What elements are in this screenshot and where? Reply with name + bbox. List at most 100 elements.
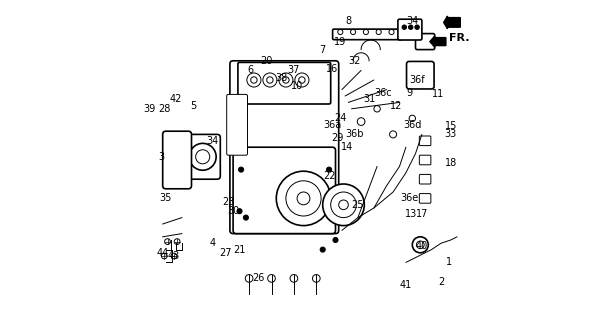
FancyBboxPatch shape (419, 155, 431, 165)
Circle shape (243, 215, 248, 220)
Circle shape (402, 25, 407, 29)
Circle shape (376, 29, 381, 35)
Text: FR.: FR. (449, 33, 470, 44)
Text: 18: 18 (444, 158, 457, 168)
FancyBboxPatch shape (407, 61, 434, 89)
Text: 36b: 36b (345, 129, 364, 140)
Circle shape (339, 200, 348, 210)
Text: 23: 23 (222, 196, 234, 207)
Circle shape (290, 275, 298, 282)
Circle shape (350, 29, 356, 35)
Text: 11: 11 (432, 89, 444, 100)
Text: 1: 1 (446, 257, 452, 268)
Circle shape (268, 275, 276, 282)
Circle shape (279, 73, 293, 87)
Text: 4: 4 (209, 238, 215, 248)
FancyBboxPatch shape (230, 61, 339, 234)
Text: 9: 9 (406, 88, 412, 98)
FancyBboxPatch shape (226, 94, 248, 155)
Text: 36a: 36a (323, 120, 341, 130)
Circle shape (276, 171, 331, 226)
FancyBboxPatch shape (419, 136, 431, 146)
FancyArrow shape (444, 16, 460, 29)
Circle shape (286, 181, 321, 216)
Text: 10: 10 (291, 81, 304, 92)
Circle shape (251, 77, 257, 83)
Circle shape (237, 209, 242, 214)
Text: 27: 27 (219, 248, 231, 258)
Text: 34: 34 (206, 136, 219, 146)
FancyBboxPatch shape (333, 29, 402, 40)
Circle shape (283, 77, 289, 83)
FancyBboxPatch shape (182, 134, 220, 179)
Circle shape (389, 29, 394, 35)
FancyArrow shape (430, 36, 446, 47)
Circle shape (189, 143, 216, 170)
Text: 35: 35 (160, 193, 172, 204)
Text: 38: 38 (275, 73, 287, 84)
Circle shape (299, 77, 305, 83)
Circle shape (331, 192, 356, 218)
Text: 19: 19 (334, 36, 347, 47)
FancyBboxPatch shape (398, 19, 422, 40)
FancyBboxPatch shape (416, 34, 435, 50)
Text: 36e: 36e (400, 193, 418, 204)
Text: 41: 41 (400, 280, 412, 290)
Text: 44: 44 (157, 248, 169, 258)
Circle shape (247, 73, 261, 87)
Circle shape (161, 253, 167, 259)
Circle shape (390, 131, 396, 138)
Circle shape (164, 239, 171, 244)
Circle shape (337, 29, 343, 35)
Circle shape (239, 167, 243, 172)
Text: 26: 26 (253, 273, 265, 284)
Text: 36c: 36c (375, 88, 392, 98)
Text: 13: 13 (405, 209, 417, 220)
Text: 40: 40 (416, 241, 428, 252)
Text: 39: 39 (144, 104, 156, 114)
Circle shape (320, 247, 325, 252)
Circle shape (266, 77, 273, 83)
Text: 17: 17 (416, 209, 428, 220)
Text: 2: 2 (438, 276, 444, 287)
Circle shape (358, 118, 365, 125)
Text: 16: 16 (326, 64, 339, 74)
FancyBboxPatch shape (238, 62, 331, 104)
Text: 36d: 36d (403, 120, 421, 130)
Text: 15: 15 (444, 121, 457, 132)
Text: 29: 29 (331, 132, 344, 143)
FancyBboxPatch shape (233, 147, 336, 234)
Circle shape (245, 275, 253, 282)
Circle shape (323, 184, 364, 226)
Text: 3: 3 (158, 152, 164, 162)
Text: 25: 25 (351, 200, 364, 210)
Text: 6: 6 (248, 65, 254, 76)
Text: 28: 28 (158, 104, 171, 114)
Circle shape (171, 253, 177, 259)
Text: 8: 8 (345, 16, 351, 26)
Text: 32: 32 (348, 56, 361, 66)
FancyBboxPatch shape (163, 131, 191, 189)
Circle shape (327, 167, 331, 172)
Text: 14: 14 (341, 142, 353, 152)
Circle shape (195, 150, 210, 164)
Text: 33: 33 (444, 129, 457, 140)
Circle shape (313, 275, 320, 282)
Text: 36f: 36f (409, 75, 425, 85)
Text: 12: 12 (390, 100, 402, 111)
Text: 31: 31 (363, 94, 375, 104)
Text: 5: 5 (190, 100, 196, 111)
Circle shape (409, 115, 416, 122)
FancyBboxPatch shape (419, 174, 431, 184)
Circle shape (297, 192, 310, 205)
Text: 37: 37 (288, 65, 300, 76)
Circle shape (174, 239, 180, 244)
Circle shape (374, 106, 381, 112)
Circle shape (295, 73, 309, 87)
Circle shape (364, 29, 368, 35)
Text: 24: 24 (334, 113, 347, 124)
Text: 7: 7 (319, 44, 326, 55)
Circle shape (333, 237, 338, 243)
Circle shape (416, 241, 424, 249)
FancyBboxPatch shape (419, 194, 431, 203)
